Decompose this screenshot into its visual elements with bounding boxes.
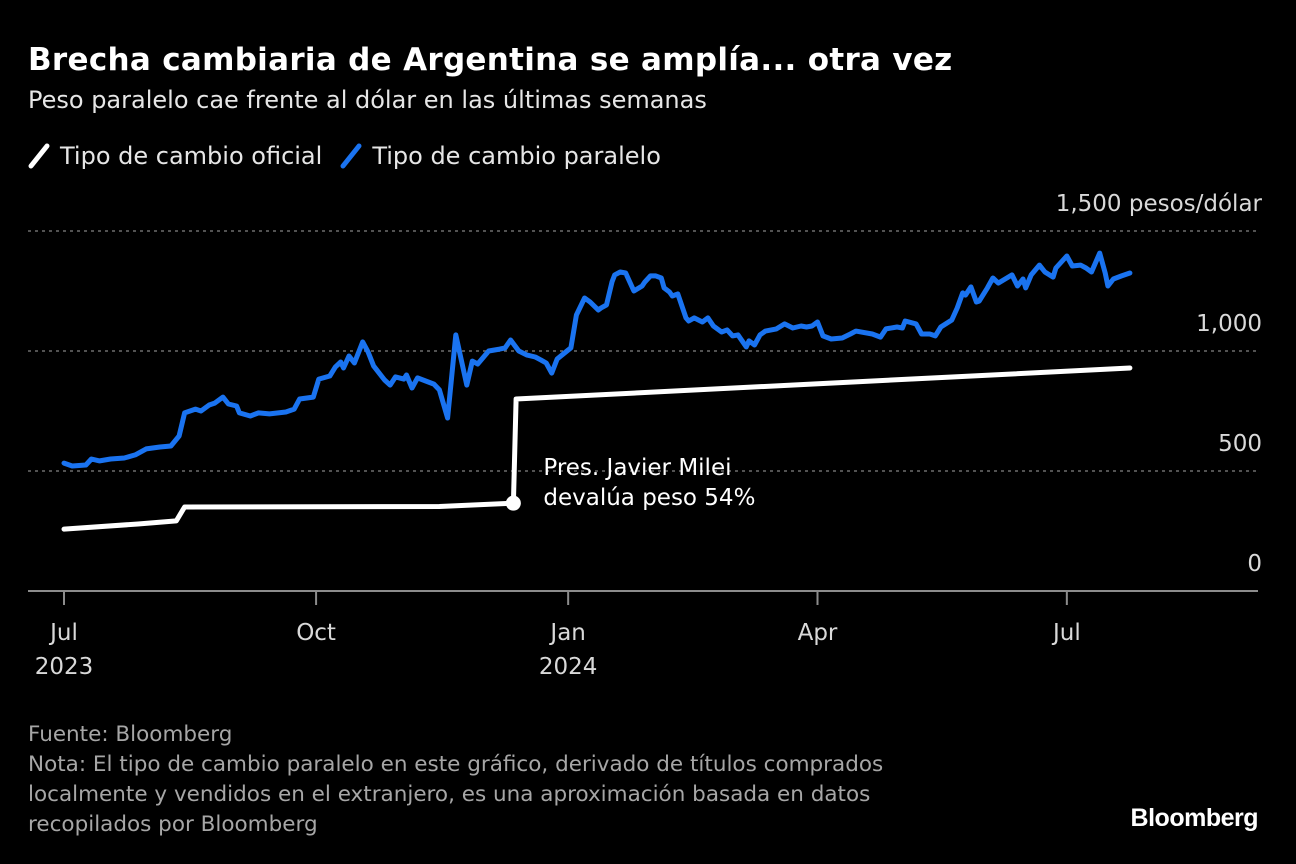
chart-title: Brecha cambiaria de Argentina se amplía.… [28, 42, 953, 78]
y-tick-label: 1,500 pesos/dólar [1056, 191, 1263, 217]
source-text: Fuente: Bloomberg [28, 722, 233, 747]
note-line-1: Nota: El tipo de cambio paralelo en este… [28, 752, 884, 777]
legend-label-paralelo: Tipo de cambio paralelo [372, 142, 661, 170]
note-line-3: recopilados por Bloomberg [28, 812, 318, 837]
x-tick-label: Jan [548, 620, 585, 646]
y-tick-label: 1,000 [1196, 311, 1262, 337]
y-tick-label: 0 [1247, 551, 1262, 577]
x-tick-label: Jul [48, 620, 78, 646]
x-tick-label: Apr [798, 620, 838, 646]
footer: Fuente: Bloomberg Nota: El tipo de cambi… [28, 720, 883, 840]
legend-swatch-white-icon [28, 143, 50, 169]
note-line-2: localmente y vendidos en el extranjero, … [28, 782, 871, 807]
legend-label-oficial: Tipo de cambio oficial [60, 142, 323, 170]
y-tick-label: 500 [1218, 431, 1262, 457]
x-tick-year: 2023 [35, 654, 94, 680]
annotation-text: devalúa peso 54% [543, 485, 755, 511]
x-tick-year: 2024 [539, 654, 598, 680]
x-tick-label: Jul [1051, 620, 1081, 646]
series-line-oficial [61, 365, 1133, 532]
annotation-text: Pres. Javier Milei [543, 455, 731, 481]
chart-subtitle: Peso paralelo cae frente al dólar en las… [28, 86, 707, 114]
bloomberg-logo: Bloomberg [1130, 804, 1259, 832]
series-line-paralelo [61, 250, 1133, 469]
legend-swatch-blue-icon [340, 143, 362, 169]
legend-item-oficial: Tipo de cambio oficial [28, 142, 322, 170]
annotation-marker [505, 495, 521, 511]
legend: Tipo de cambio oficial Tipo de cambio pa… [28, 142, 679, 170]
legend-item-paralelo: Tipo de cambio paralelo [340, 142, 661, 170]
x-tick-label: Oct [296, 620, 336, 646]
